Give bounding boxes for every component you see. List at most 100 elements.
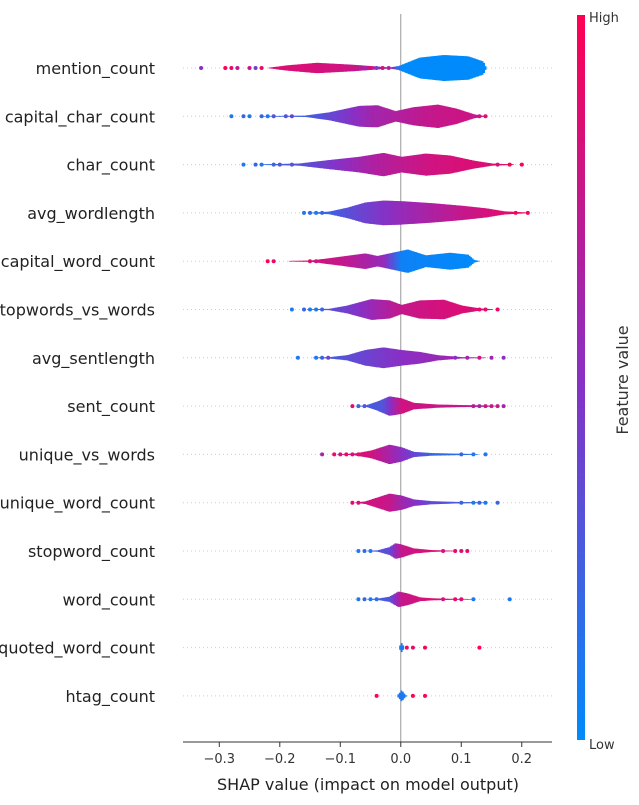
violin-slice [420,106,423,127]
outlier-point [477,355,482,360]
violin-slice [357,254,360,269]
violin-slice [393,349,396,367]
violin-slice [438,104,441,128]
violin-slice [470,206,473,219]
violin-slice [416,499,419,506]
violin-slice [437,453,440,456]
violin-slice [391,445,393,464]
violin-slice [491,209,494,217]
violin-slice [389,200,392,225]
violin-slice [424,500,427,505]
violin-slice [409,498,412,508]
violin-slice [432,154,435,176]
violin-slice [378,299,381,320]
violin-slice [428,353,431,362]
outlier-point [320,259,325,264]
violin-slice [440,154,442,175]
violin-slice [428,255,431,268]
violin-slice [270,115,273,117]
outlier-point [265,114,270,119]
violin-slice [428,598,431,601]
violin-slice [398,446,401,462]
violin-slice [499,210,501,216]
violin-slice [436,404,439,408]
violin-slice [481,207,483,218]
violin-slice [424,597,427,601]
violin-slice [435,104,438,128]
violin-slice [416,351,419,364]
violin-slice [369,299,372,320]
violin-slice [323,160,325,169]
violin-slice [439,203,441,222]
violin-slice [387,300,390,319]
outlier-point [507,597,512,602]
violin-slice [482,357,485,359]
violin-slice [306,260,309,262]
violin-slice [421,597,424,601]
outlier-point [283,114,288,119]
violin-slice [357,156,360,173]
violin-slice [345,355,348,361]
violin-slice [440,453,443,456]
violin-slice [404,156,406,173]
violin-slice [333,111,336,122]
violin-slice [453,303,456,316]
violin-slice [458,205,461,221]
violin-slice [427,452,429,456]
violin-slice [401,495,404,510]
violin-slice [414,351,417,365]
violin-slice [394,445,396,463]
violin-slice [400,544,403,558]
violin-slice [463,205,465,220]
violin-slice [474,58,476,78]
violin-slice [429,353,432,362]
violin-slice [443,299,446,320]
violin-slice [401,691,404,701]
violin-slice [388,547,391,555]
violin-slice [475,405,478,407]
violin-slice [384,153,387,176]
violin-slice [366,105,369,127]
violin-slice [400,398,403,414]
violin-slice [386,597,389,602]
violin-slice [392,445,395,464]
violin-slice [445,453,447,456]
violin-slice [400,495,403,510]
violin-slice [307,63,310,73]
violin-slice [469,453,471,455]
violin-slice [441,105,444,128]
violin-slice [458,304,461,315]
violin-slice [315,161,318,168]
violin-slice [295,64,298,72]
violin-capital-char-count [229,104,488,128]
violin-slice [467,599,470,600]
violin-slice [453,253,456,270]
violin-slice [462,110,465,122]
violin-slice [431,453,434,456]
violin-slice [439,598,442,601]
violin-slice [359,203,362,222]
violin-slice [409,61,412,75]
outlier-point [465,355,470,360]
violin-slice [339,256,342,266]
violin-slice [336,356,339,360]
violin-slice [397,397,400,415]
violin-slice [420,352,423,364]
violin-slice [396,110,399,122]
violin-slice [434,550,437,552]
violin-slice [304,115,307,117]
violin-slice [394,397,397,415]
violin-slice [458,157,460,172]
outlier-point [229,114,234,119]
violin-slice [268,115,271,117]
violin-quoted-word-count [399,643,482,653]
violin-slice [410,250,413,272]
violin-slice [374,154,376,175]
violin-slice [383,300,386,319]
violin-slice [352,206,354,220]
violin-slice [301,64,304,72]
violin-slice [324,63,326,73]
violin-slice [432,56,434,80]
violin-slice [399,349,402,366]
violin-slice [324,160,327,169]
